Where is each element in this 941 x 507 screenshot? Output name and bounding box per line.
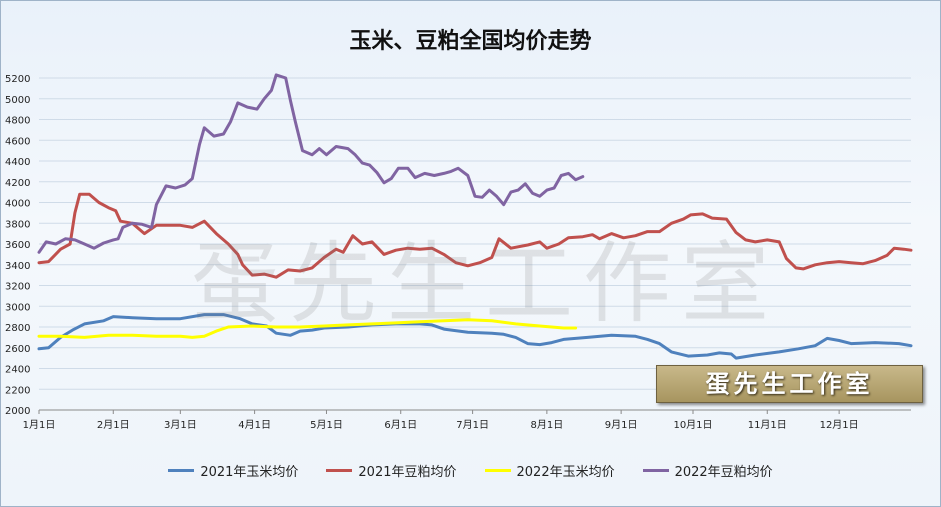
legend-swatch [484, 469, 511, 472]
y-axis: 5200 5000 4800 4600 4400 4200 4000 3800 3600 3400… [5, 74, 30, 417]
y-tick-label: 3400 [5, 261, 30, 272]
y-tick-label: 2000 [5, 406, 30, 417]
x-tick-label: 10月1日 [673, 419, 712, 431]
legend: 2021年玉米均价 2021年豆粕均价 2022年玉米均价 2022年豆粕均价 [1, 461, 940, 480]
x-tick-label: 3月1日 [164, 419, 197, 431]
y-tick-label: 5000 [5, 95, 30, 106]
y-tick-label: 2200 [5, 385, 30, 396]
legend-label: 2022年豆粕均价 [674, 465, 773, 480]
watermark-stamp: 蛋先生工作室 [656, 365, 923, 403]
x-tick-label: 7月1日 [456, 419, 489, 431]
x-tick-label: 12月1日 [820, 419, 859, 431]
series-layer [37, 73, 913, 360]
legend-item: 2022年玉米均价 [484, 461, 615, 480]
y-tick-label: 4400 [5, 157, 30, 168]
legend-label: 2021年豆粕均价 [358, 465, 457, 480]
legend-swatch [326, 469, 353, 472]
y-tick-label: 3000 [5, 302, 30, 313]
y-tick-label: 4800 [5, 116, 30, 127]
y-tick-label: 2400 [5, 365, 30, 376]
legend-swatch [168, 469, 195, 472]
x-tick-label: 11月1日 [748, 419, 787, 431]
series-line-3 [37, 318, 578, 339]
chart-title: 玉米、豆粕全国均价走势 [349, 28, 592, 54]
y-tick-label: 5200 [5, 74, 30, 85]
x-tick-label: 2月1日 [97, 419, 130, 431]
legend-label: 2022年玉米均价 [516, 465, 615, 480]
series-line-4 [37, 73, 585, 254]
x-tick-label: 9月1日 [605, 419, 638, 431]
plot-area: 5200 5000 4800 4600 4400 4200 4000 3800 3600 3400… [5, 73, 913, 431]
x-axis: 1月1日 2月1日 3月1日 4月1日 5月1日 6月1日 7月1日 8月1日 9月1日 10月1… [23, 409, 911, 431]
y-tick-label: 4600 [5, 136, 30, 147]
y-tick-label: 3800 [5, 219, 30, 230]
y-tick-label: 3600 [5, 240, 30, 251]
y-tick-label: 2600 [5, 344, 30, 355]
legend-swatch [642, 469, 669, 472]
series-line-1 [37, 313, 913, 360]
legend-item: 2021年豆粕均价 [326, 461, 457, 480]
legend-item: 2021年玉米均价 [168, 461, 298, 480]
x-tick-label: 4月1日 [238, 419, 271, 431]
legend-label: 2021年玉米均价 [200, 465, 299, 480]
x-tick-label: 1月1日 [23, 419, 56, 431]
y-tick-label: 4200 [5, 178, 30, 189]
legend-item: 2022年豆粕均价 [642, 461, 773, 480]
x-tick-label: 6月1日 [384, 419, 417, 431]
y-tick-label: 3200 [5, 282, 30, 293]
x-tick-label: 5月1日 [310, 419, 343, 431]
y-tick-label: 4000 [5, 199, 30, 210]
series-line-2 [37, 192, 913, 279]
x-tick-label: 8月1日 [531, 419, 564, 431]
y-tick-label: 2800 [5, 323, 30, 334]
